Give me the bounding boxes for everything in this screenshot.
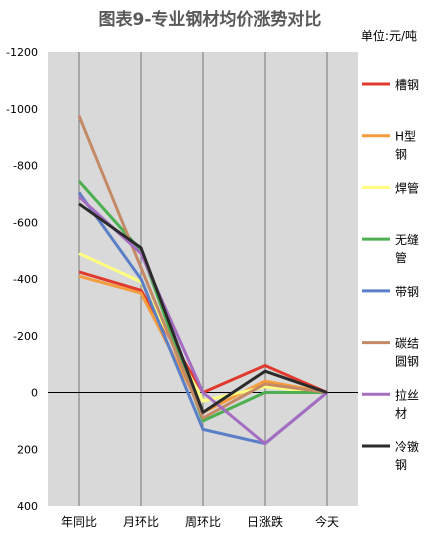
- y-tick-label: 200: [17, 443, 38, 456]
- unit-label: 单位:元/吨: [361, 28, 417, 43]
- x-tick-label: 今天: [315, 514, 339, 529]
- y-axis: -1200 -1000 -800 -600 -400 -200 0 200 400: [6, 46, 38, 513]
- legend-label: H型: [395, 130, 416, 144]
- series-line: [78, 252, 328, 403]
- legend-label: 材: [395, 406, 407, 420]
- series-lines: [77, 115, 328, 446]
- x-axis: 年同比 月环比 周环比 日涨跌 今天: [61, 514, 339, 529]
- legend-label: 钢: [395, 458, 407, 472]
- legend-label: 钢: [395, 148, 407, 162]
- y-tick-label: -200: [13, 330, 38, 343]
- legend-label: 拉丝: [395, 387, 419, 402]
- legend-label: 碳结: [395, 337, 419, 351]
- legend-label: 冷镦: [395, 439, 419, 454]
- legend-label: 管: [395, 250, 407, 265]
- y-tick-label: 400: [17, 500, 38, 513]
- series-line: [77, 180, 327, 423]
- legend-label: 无缝: [395, 232, 419, 247]
- chart-title: 图表9-专业钢材均价涨势对比: [99, 9, 322, 30]
- y-tick-label: -1200: [6, 46, 38, 59]
- y-tick-label: 0: [31, 387, 38, 400]
- legend-label: 焊管: [395, 180, 419, 195]
- y-tick-label: -1000: [6, 103, 38, 116]
- x-tick-label: 年同比: [61, 515, 97, 529]
- legend-label: 圆钢: [395, 355, 419, 369]
- y-tick-label: -800: [13, 160, 38, 173]
- x-tick-label: 日涨跌: [247, 514, 283, 529]
- legend-label: 槽钢: [395, 78, 419, 92]
- x-tick-label: 月环比: [123, 515, 159, 529]
- series-line: [78, 202, 328, 414]
- y-tick-label: -600: [13, 216, 38, 229]
- x-tick-label: 周环比: [185, 515, 221, 529]
- series-line: [77, 115, 328, 420]
- y-tick-label: -400: [13, 273, 38, 286]
- legend-label: 带钢: [395, 285, 419, 299]
